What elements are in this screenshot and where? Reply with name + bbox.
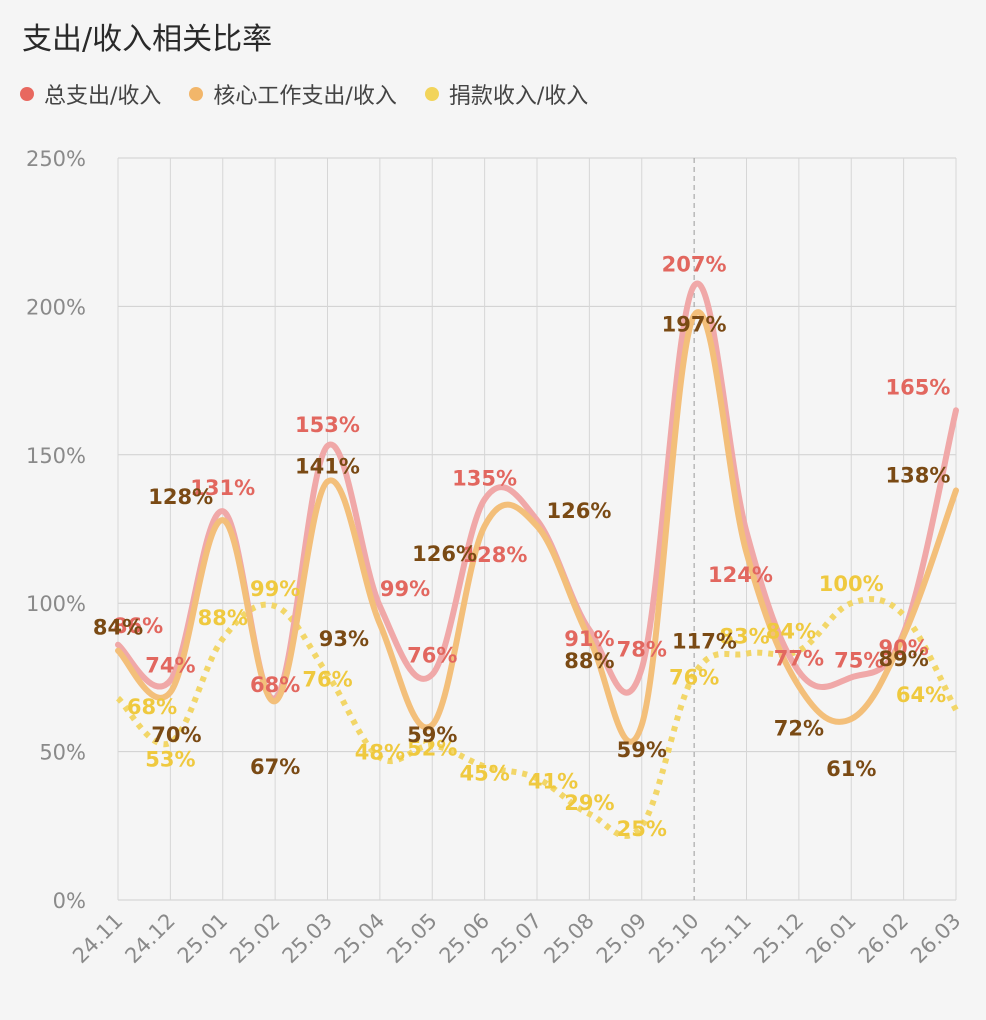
data-label-donation-income: 84% (766, 620, 816, 644)
legend-item-total-expense[interactable]: 总支出/收入 (20, 78, 161, 110)
legend-dot-icon (424, 87, 439, 101)
data-label-total-expense: 75% (834, 648, 884, 672)
data-label-core-expense: 84% (93, 616, 143, 640)
data-label-donation-income: 45% (459, 761, 509, 785)
data-label-core-expense: 70% (151, 723, 201, 747)
data-label-donation-income: 68% (127, 695, 177, 719)
data-label-core-expense: 117% (672, 630, 737, 654)
x-tick-label: 24.11 (68, 909, 127, 968)
x-tick-label: 26.02 (854, 909, 913, 968)
x-tick-label: 25.03 (278, 909, 337, 968)
data-label-core-expense: 126% (547, 499, 612, 523)
data-label-donation-income: 76% (669, 665, 719, 689)
x-tick-label: 25.05 (382, 909, 441, 968)
data-label-donation-income: 25% (617, 817, 667, 841)
data-label-donation-income: 100% (819, 572, 884, 596)
data-label-donation-income: 83% (719, 625, 769, 649)
x-tick-label: 25.08 (539, 909, 598, 968)
data-label-total-expense: 153% (295, 413, 360, 437)
data-label-donation-income: 29% (564, 791, 614, 815)
data-label-total-expense: 74% (145, 653, 195, 677)
legend-item-core-expense[interactable]: 核心工作支出/收入 (189, 78, 397, 110)
data-label-total-expense: 128% (463, 543, 528, 567)
data-label-core-expense: 67% (250, 755, 300, 779)
data-label-core-expense: 138% (886, 463, 951, 487)
data-label-donation-income: 53% (145, 748, 195, 772)
data-label-donation-income: 88% (198, 606, 248, 630)
legend-label: 捐款收入/收入 (448, 84, 589, 109)
chart-title: 支出/收入相关比率 (22, 22, 273, 57)
legend-dot-icon (189, 87, 204, 101)
data-label-total-expense: 86% (113, 614, 163, 638)
legend-dot-icon (20, 87, 34, 101)
y-tick-label: 50% (39, 741, 86, 765)
data-label-total-expense: 91% (564, 627, 614, 651)
data-label-donation-income: 76% (302, 667, 352, 691)
y-tick-label: 100% (26, 592, 86, 616)
x-tick-label: 26.01 (801, 909, 860, 968)
x-tick-label: 25.01 (173, 909, 232, 968)
x-tick-label: 25.04 (330, 909, 389, 968)
y-tick-label: 200% (26, 295, 86, 319)
y-tick-label: 0% (53, 889, 86, 913)
data-label-core-expense: 59% (617, 738, 667, 762)
x-tick-label: 25.10 (644, 909, 703, 968)
data-label-total-expense: 99% (380, 577, 430, 601)
x-tick-label: 25.12 (749, 909, 808, 968)
data-label-donation-income: 64% (896, 683, 946, 707)
data-label-donation-income: 41% (528, 769, 578, 793)
x-tick-label: 26.03 (906, 909, 965, 968)
data-label-total-expense: 207% (662, 253, 727, 277)
legend: 总支出/收入 核心工作支出/收入 捐款收入/收入 (20, 78, 588, 110)
data-label-total-expense: 77% (774, 646, 824, 670)
data-label-total-expense: 131% (190, 476, 255, 500)
legend-label: 总支出/收入 (44, 84, 162, 109)
data-label-core-expense: 61% (826, 757, 876, 781)
x-tick-label: 25.11 (697, 909, 756, 968)
data-label-core-expense: 93% (319, 627, 369, 651)
data-label-donation-income: 48% (355, 741, 405, 765)
data-label-total-expense: 68% (250, 673, 300, 697)
data-label-core-expense: 197% (662, 312, 727, 336)
data-label-total-expense: 124% (708, 563, 773, 587)
x-tick-label: 25.09 (592, 909, 651, 968)
x-tick-label: 24.12 (120, 909, 179, 968)
x-tick-label: 25.07 (487, 909, 546, 968)
data-label-total-expense: 78% (617, 637, 667, 661)
series-line-donation-income (115, 596, 959, 839)
data-label-donation-income: 52% (407, 737, 457, 761)
series-line-core-expense (115, 309, 959, 745)
x-tick-label: 25.02 (225, 909, 284, 968)
data-label-donation-income: 99% (250, 577, 300, 601)
data-label-core-expense: 141% (295, 455, 360, 479)
x-tick-label: 25.06 (435, 909, 494, 968)
data-label-core-expense: 88% (564, 649, 614, 673)
data-label-core-expense: 89% (878, 647, 928, 671)
data-label-total-expense: 165% (886, 375, 951, 399)
y-tick-label: 150% (26, 444, 86, 468)
data-label-total-expense: 76% (407, 643, 457, 667)
data-label-core-expense: 72% (774, 716, 824, 740)
y-tick-label: 250% (26, 147, 86, 171)
data-label-total-expense: 90% (878, 636, 928, 660)
data-label-total-expense: 135% (452, 466, 517, 490)
data-label-core-expense: 59% (407, 723, 457, 747)
data-label-core-expense: 126% (412, 542, 477, 566)
legend-label: 核心工作支出/收入 (213, 84, 397, 109)
legend-item-donation-income[interactable]: 捐款收入/收入 (424, 78, 589, 110)
data-label-core-expense: 128% (148, 485, 213, 509)
